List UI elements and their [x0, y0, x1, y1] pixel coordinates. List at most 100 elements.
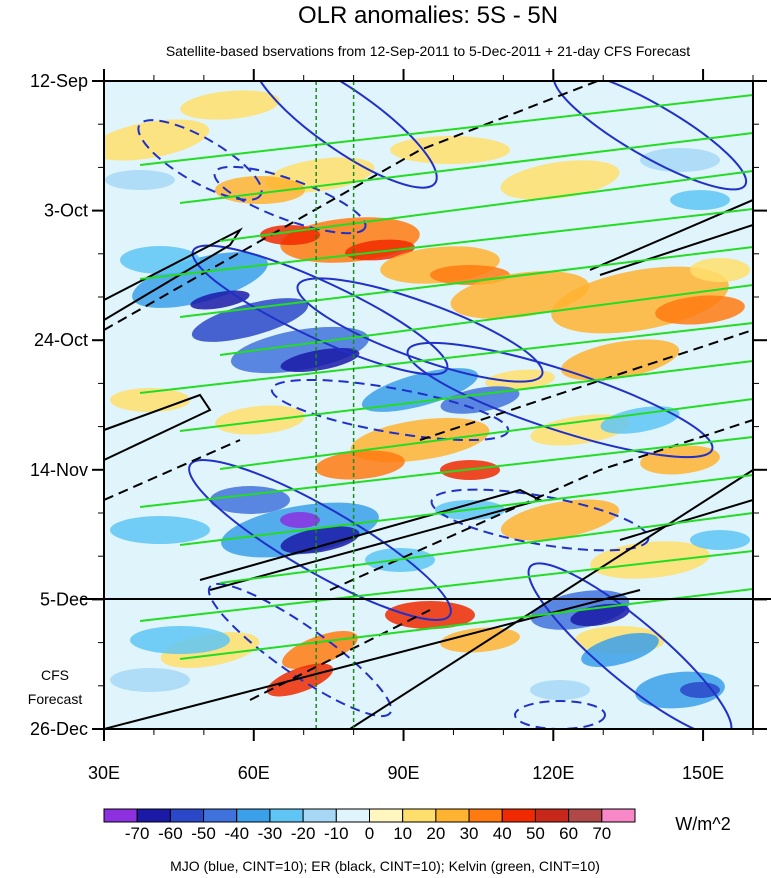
y-tick-label: 3-Oct: [44, 201, 88, 221]
anomaly-blob: [690, 530, 750, 550]
kelvin-contour: [179, 246, 753, 318]
kelvin-contour: [179, 360, 753, 432]
kelvin-contour: [139, 322, 753, 394]
anomaly-blob: [485, 369, 555, 391]
forecast-label-line1: CFS: [41, 667, 69, 683]
kelvin-contour: [219, 170, 753, 242]
colorbar-label: 50: [526, 824, 545, 843]
colorbar-swatch: [435, 808, 470, 823]
colorbar-swatch: [236, 808, 271, 823]
kelvin-contour: [179, 588, 753, 660]
anomaly-blob: [581, 632, 659, 668]
anomaly-blob: [215, 405, 305, 435]
anomaly-blob: [345, 239, 415, 261]
colorbar-label: 10: [393, 824, 412, 843]
anomaly-blob: [655, 295, 745, 325]
anomaly-blob: [280, 526, 360, 554]
plot-frame: [103, 80, 754, 730]
colorbar-swatch: [103, 808, 138, 823]
mjo-contour: [296, 277, 544, 383]
colorbar-swatch: [402, 808, 437, 823]
kelvin-contour: [219, 512, 753, 584]
x-tick-label: 120E: [532, 763, 574, 783]
colorbar-label: -20: [291, 824, 316, 843]
anomaly-blob: [500, 499, 620, 541]
anomaly-blob: [180, 90, 280, 120]
colorbar-label: -30: [258, 824, 283, 843]
colorbar-label: 60: [559, 824, 578, 843]
x-tick-label: 150E: [682, 763, 724, 783]
mjo-contour: [406, 341, 714, 459]
colorbar-label: 0: [365, 824, 374, 843]
colorbar-swatch: [136, 808, 171, 823]
kelvin-contour: [139, 550, 753, 622]
axes-layer: 30E 60E 90E 120E 150E 12-Sep 3-Oct 24-Oct 14-Nov…: [30, 69, 767, 783]
colorbar-label: -10: [324, 824, 349, 843]
colorbar-label: 70: [592, 824, 611, 843]
kelvin-contour: [139, 436, 753, 508]
mjo-contour: [137, 119, 263, 201]
anomaly-blob: [210, 486, 290, 514]
anomaly-blob: [600, 406, 680, 434]
er-contour: [619, 499, 753, 541]
mjo-contour: [213, 165, 367, 235]
colorbar-label: 40: [493, 824, 512, 843]
anomaly-blob: [640, 445, 720, 475]
er-contour: [104, 439, 241, 501]
colorbar-swatch: [568, 808, 603, 823]
anomaly-blob: [670, 190, 730, 210]
mjo-contour: [527, 562, 733, 729]
kelvin-contour: [179, 474, 753, 546]
y-tick-label: 14-Nov: [30, 460, 88, 480]
contour-legend: MJO (blue, CINT=10); ER (black, CINT=10)…: [170, 858, 600, 874]
chart-title: OLR anomalies: 5S - 5N: [298, 2, 558, 29]
colorbar-label: -60: [158, 824, 183, 843]
chart-subtitle: Satellite-based bservations from 12-Sep-…: [166, 43, 690, 59]
colorbar-label: 30: [460, 824, 479, 843]
anomaly-blob: [500, 160, 620, 200]
colorbar-swatch: [534, 808, 570, 823]
colorbar: -70 -60 -50 -40 -30 -20 -10 0 10 20 30 40 50 60 70: [103, 808, 636, 843]
anomaly-blob: [110, 668, 190, 692]
mjo-contour: [430, 488, 650, 552]
anomaly-blob: [560, 339, 680, 381]
er-contour: [104, 227, 243, 321]
y-tick-label: 12-Sep: [30, 71, 88, 91]
y-tick-label: 24-Oct: [34, 330, 88, 350]
forecast-label-line2: Forecast: [28, 691, 83, 707]
anomaly-blob: [130, 626, 230, 654]
anomaly-blob: [191, 298, 309, 342]
anomaly-blob: [120, 246, 200, 274]
x-tick-label: 60E: [238, 763, 270, 783]
er-contour: [329, 419, 753, 591]
kelvin-contour: [139, 94, 753, 166]
colorbar-label: -40: [224, 824, 249, 843]
anomaly-blob: [385, 601, 475, 629]
anomaly-blob: [690, 258, 750, 282]
kelvin-contour: [219, 398, 753, 470]
anomaly-blob: [315, 450, 405, 480]
colorbar-swatch: [335, 808, 370, 823]
x-tick-label: 30E: [88, 763, 120, 783]
colorbar-swatch: [203, 808, 238, 823]
y-tick-label: 26-Dec: [30, 719, 88, 739]
er-contour: [199, 488, 543, 591]
x-tick-label: 90E: [388, 763, 420, 783]
mjo-contour: [552, 81, 748, 191]
anomaly-blob: [280, 512, 320, 528]
reference-lines: [315, 81, 355, 729]
colorbar-label: -50: [191, 824, 216, 843]
y-tick-label: 5-Dec: [40, 589, 88, 609]
er-contour: [419, 329, 753, 441]
anomaly-blob: [105, 170, 175, 190]
er-contour: [104, 393, 212, 461]
er-contour: [104, 81, 601, 331]
kelvin-contour: [179, 132, 753, 204]
mjo-contour: [252, 81, 438, 189]
colorbar-swatch: [501, 808, 536, 823]
er-contour: [589, 198, 753, 276]
colorbar-swatch: [302, 808, 337, 823]
colorbar-label: 20: [426, 824, 445, 843]
anomaly-blob: [361, 368, 479, 412]
kelvin-contour: [219, 284, 753, 356]
